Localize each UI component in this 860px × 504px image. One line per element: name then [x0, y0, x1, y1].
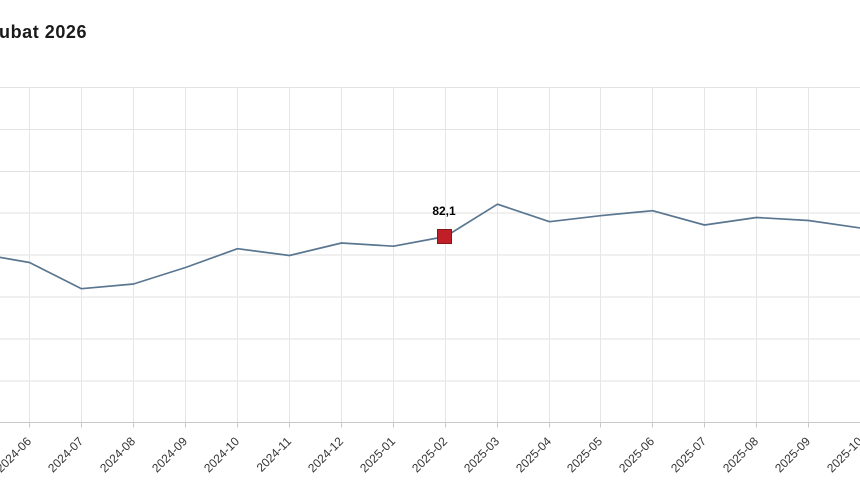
svg-text:2024-09: 2024-09 [149, 434, 190, 475]
svg-text:2025-06: 2025-06 [616, 434, 657, 475]
svg-text:2025-04: 2025-04 [513, 434, 554, 475]
svg-text:2025-03: 2025-03 [461, 434, 502, 475]
svg-text:2025-02: 2025-02 [409, 434, 450, 475]
svg-text:2024-11: 2024-11 [254, 434, 295, 475]
svg-text:2025-05: 2025-05 [564, 434, 605, 475]
svg-text:2024-07: 2024-07 [45, 434, 86, 475]
svg-text:82,1: 82,1 [432, 204, 456, 218]
svg-text:2025-01: 2025-01 [357, 434, 398, 475]
svg-text:2025-08: 2025-08 [720, 434, 761, 475]
svg-text:2024-10: 2024-10 [201, 434, 242, 475]
svg-text:2025-07: 2025-07 [668, 434, 709, 475]
svg-text:2025-09: 2025-09 [772, 434, 813, 475]
svg-text:2024-08: 2024-08 [97, 434, 138, 475]
svg-text:2024-12: 2024-12 [305, 434, 346, 475]
svg-text:2025-10: 2025-10 [824, 434, 860, 475]
svg-text:2024-06: 2024-06 [0, 434, 34, 475]
